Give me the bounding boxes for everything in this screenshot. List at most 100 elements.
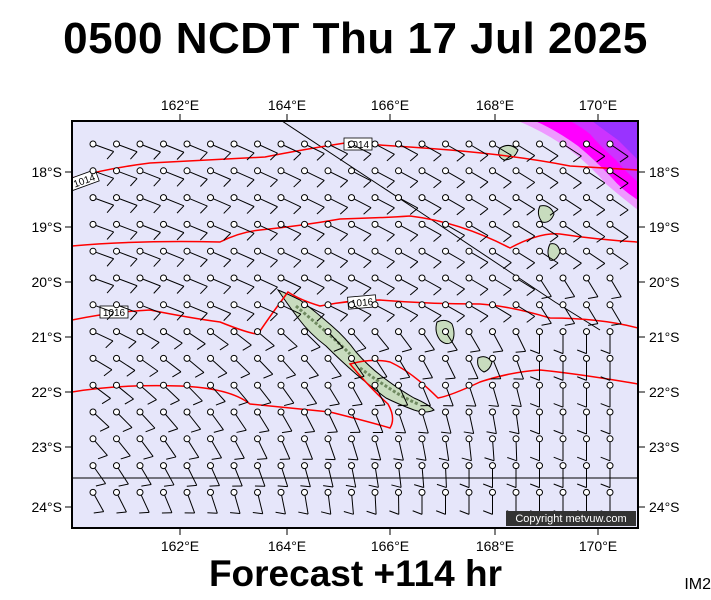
wind-barb [230, 462, 243, 487]
wind-barb [324, 194, 349, 215]
wind-barb [536, 194, 559, 216]
wind-barb [252, 488, 264, 515]
wind-barb [442, 167, 465, 189]
wind-barb [301, 140, 325, 161]
wind-barb [324, 140, 349, 161]
wind-barb [395, 301, 419, 323]
wind-barb [459, 488, 473, 515]
wind-barb [371, 220, 395, 242]
wind-barb [160, 328, 183, 350]
wind-barb [529, 354, 543, 381]
wind-barb [553, 381, 567, 408]
lat-label-left: 24°S [31, 499, 62, 515]
wind-barb [89, 435, 108, 460]
wind-barb [301, 435, 314, 460]
wind-barb [536, 274, 552, 299]
wind-barb [254, 435, 268, 460]
wind-barb [348, 220, 372, 242]
wind-barb [395, 408, 407, 434]
wind-barb [301, 167, 325, 188]
wind-barb [230, 301, 255, 322]
wind-barb [436, 462, 449, 489]
wind-barb [89, 274, 115, 294]
wind-barb [371, 247, 395, 269]
wind-barb [559, 167, 582, 190]
wind-barb [113, 301, 138, 321]
wind-barb [89, 328, 114, 349]
lon-label-top: 166°E [371, 97, 409, 113]
wind-barb [207, 435, 222, 460]
wind-barb [254, 381, 272, 406]
wind-barb [136, 462, 152, 487]
wind-barb [277, 220, 302, 242]
wind-barb [371, 167, 395, 188]
wind-barb [183, 328, 206, 350]
wind-barb [300, 462, 311, 488]
wind-barb [207, 220, 232, 241]
wind-barb [395, 167, 419, 189]
wind-barb [576, 381, 590, 408]
wind-barb [418, 194, 442, 216]
wind-barb [559, 140, 582, 163]
wind-barb [277, 462, 289, 488]
wind-barb [254, 408, 270, 434]
wind-barb [600, 435, 614, 462]
wind-barb [136, 220, 161, 241]
wind-barb [113, 408, 133, 433]
wind-barb [600, 488, 614, 515]
wind-barb [254, 167, 278, 188]
wind-barb [529, 328, 543, 355]
wind-barb [301, 328, 321, 352]
wind-barb [553, 328, 567, 355]
wind-barb [277, 194, 302, 215]
wind-barb [536, 301, 552, 326]
wind-barb [463, 408, 475, 434]
wind-barb [489, 140, 512, 162]
wind-barb [600, 381, 614, 408]
wind-barb [583, 220, 606, 243]
wind-barb [576, 408, 590, 435]
svg-text:1016: 1016 [351, 297, 375, 310]
trough-line [281, 121, 601, 331]
wind-barb [207, 301, 232, 321]
lon-label-top: 164°E [268, 97, 306, 113]
wind-barb [583, 274, 599, 300]
wind-barb [298, 488, 309, 515]
wind-barb [277, 381, 295, 407]
wind-barb [89, 462, 107, 487]
wind-barb [395, 140, 419, 162]
wind-barb [371, 381, 386, 407]
wind-barb [301, 274, 325, 295]
wind-barb [512, 247, 536, 270]
wind-barb [536, 247, 559, 270]
wind-barb [465, 301, 489, 323]
svg-text:1014: 1014 [347, 140, 370, 151]
wind-barb [301, 354, 319, 379]
wind-barb [418, 140, 442, 162]
wind-barb [277, 408, 293, 434]
wind-barb [371, 408, 384, 434]
wind-barb [230, 140, 255, 161]
lat-label-right: 23°S [649, 439, 680, 455]
wind-barb [442, 274, 465, 296]
wind-barb [136, 194, 161, 214]
wind-barb [536, 220, 559, 243]
wind-barb [348, 354, 365, 380]
wind-barb [324, 328, 344, 352]
forecast-label: Forecast +114 hr [208, 553, 503, 594]
wind-barb [160, 435, 177, 460]
wind-barb [536, 140, 559, 163]
wind-barb [366, 488, 379, 515]
wind-barb [489, 354, 502, 380]
lat-label-left: 19°S [31, 219, 62, 235]
wind-barb [465, 194, 489, 216]
wind-barb [207, 328, 229, 351]
wind-barb [465, 274, 489, 296]
wind-barb [529, 381, 543, 408]
wind-barb [160, 462, 175, 487]
wind-barb [113, 194, 138, 214]
wind-barb [606, 167, 629, 190]
wind-barb [395, 274, 419, 296]
wind-barb [113, 220, 138, 240]
wind-barb [347, 435, 359, 461]
